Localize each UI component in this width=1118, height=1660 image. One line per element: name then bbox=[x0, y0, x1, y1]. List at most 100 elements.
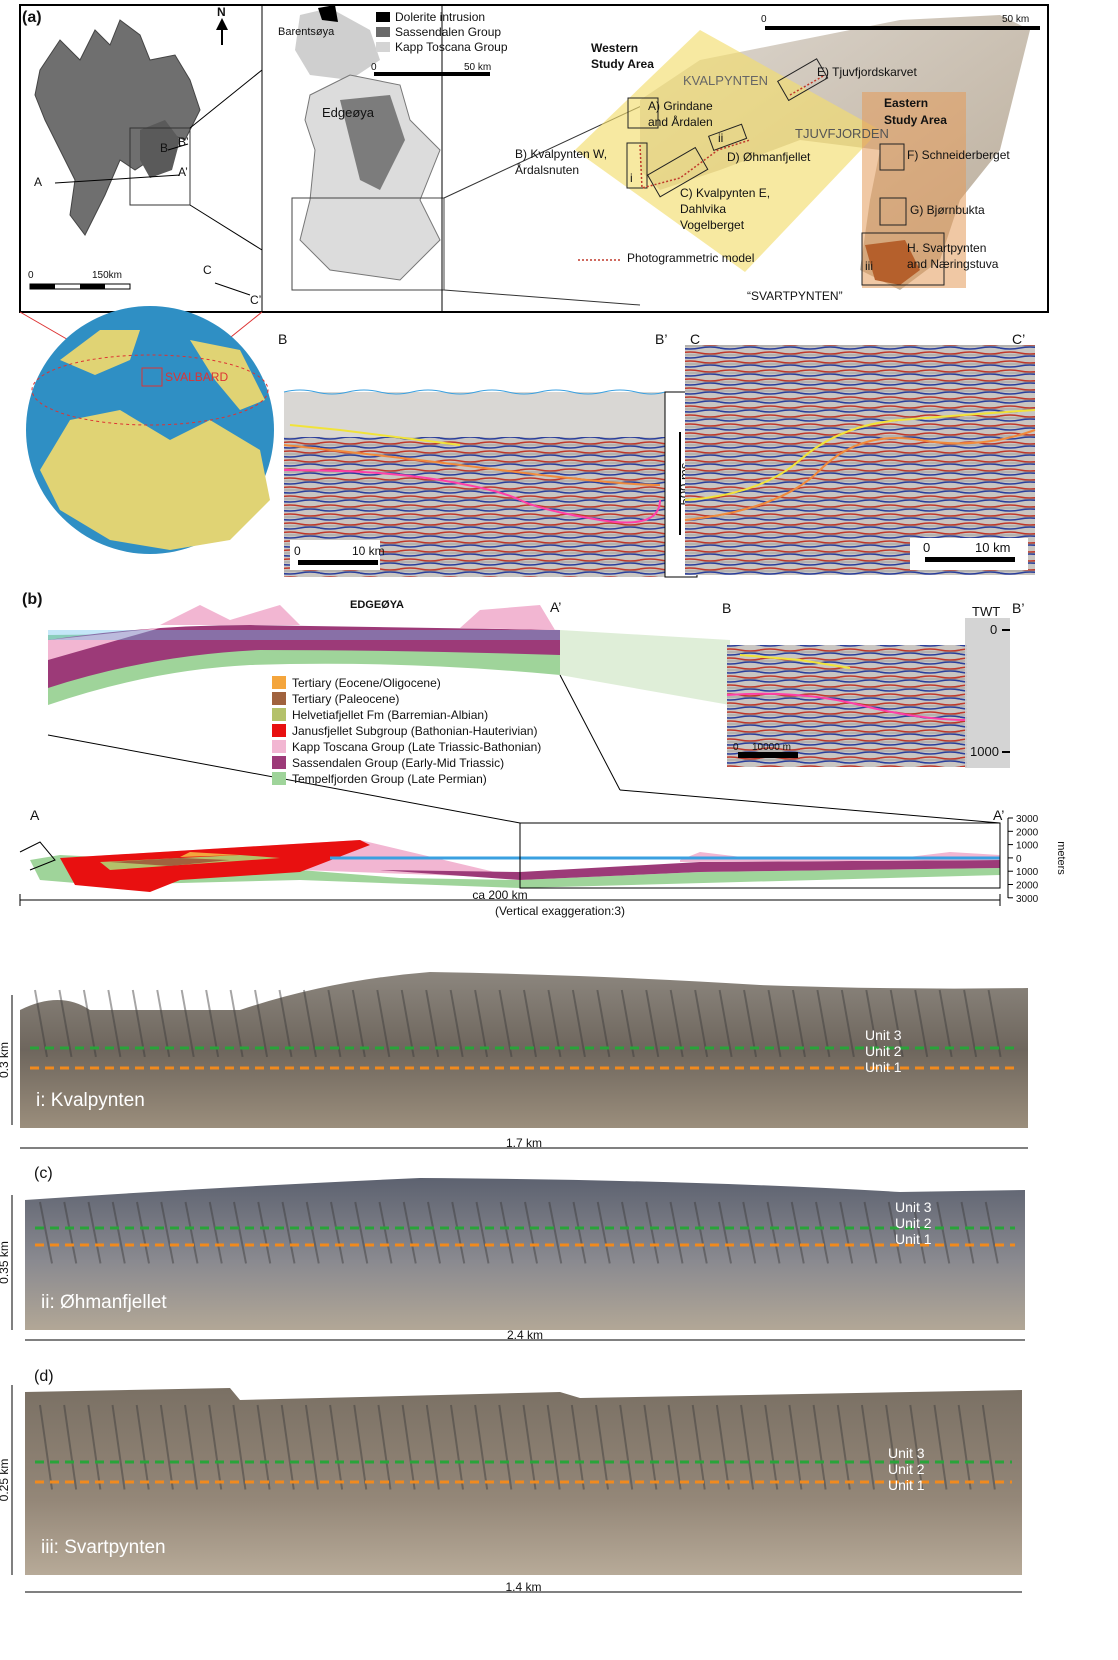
panel-label: (d) bbox=[34, 1368, 54, 1385]
barentsoya-map bbox=[295, 8, 380, 80]
label: Dolerite intrusion bbox=[395, 10, 485, 24]
tick-label: 1000 bbox=[1016, 841, 1039, 852]
label: Study Area bbox=[591, 57, 654, 71]
legend-swatch bbox=[272, 740, 286, 753]
label: A bbox=[30, 807, 40, 823]
width-label: 1.7 km bbox=[506, 1136, 542, 1150]
zoom-line bbox=[190, 70, 262, 128]
label: N bbox=[217, 5, 226, 19]
label: A bbox=[34, 175, 42, 189]
label: TJUVFJORDEN bbox=[795, 126, 889, 141]
zoom-line bbox=[620, 790, 1000, 823]
scale-bar bbox=[80, 284, 105, 289]
label: Edgeøya bbox=[322, 105, 375, 120]
label: 150km bbox=[92, 270, 122, 281]
north-arrow-head bbox=[216, 18, 228, 30]
height-label: 0.3 km bbox=[0, 1042, 11, 1078]
label: A’ bbox=[550, 599, 561, 615]
label: C bbox=[690, 331, 700, 347]
outcrop-name: ii: Øhmanfjellet bbox=[41, 1292, 167, 1313]
unit-label: Unit 2 bbox=[888, 1461, 925, 1477]
label: Sassendalen Group bbox=[395, 25, 501, 39]
outcrops: Unit 3Unit 2Unit 1i: Kvalpynten0.3 km1.7… bbox=[0, 972, 1028, 1594]
label: 1000 bbox=[970, 744, 999, 759]
label: 0 bbox=[990, 622, 997, 637]
label: A) Grindane bbox=[648, 99, 713, 113]
label: SVALBARD bbox=[165, 370, 228, 384]
label: C bbox=[203, 263, 212, 277]
legend-swatch bbox=[376, 27, 390, 37]
label: 0 bbox=[371, 62, 377, 73]
label: C’ bbox=[1012, 331, 1025, 347]
legend-label: Tertiary (Eocene/Oligocene) bbox=[292, 676, 441, 690]
label: G) Bjørnbukta bbox=[910, 203, 985, 217]
scale-bar bbox=[765, 26, 1040, 30]
unit-label: Unit 1 bbox=[888, 1477, 925, 1493]
scale-bar bbox=[925, 557, 1015, 562]
tick-label: 2000 bbox=[1016, 881, 1039, 892]
tick-label: 3000 bbox=[1016, 894, 1039, 905]
unit-label: Unit 3 bbox=[895, 1199, 932, 1215]
section-line bbox=[215, 283, 250, 295]
legend-label: Sassendalen Group (Early-Mid Triassic) bbox=[292, 756, 504, 770]
label: (b) bbox=[22, 591, 42, 608]
label: Photogrammetric model bbox=[627, 251, 754, 265]
tick-label: 2000 bbox=[1016, 827, 1039, 838]
scale-bar bbox=[30, 284, 55, 289]
legend-label: Helvetiafjellet Fm (Barremian-Albian) bbox=[292, 708, 488, 722]
figure: (a) N A A’ B B’ C C’ 0 150km Dolerite intrus… bbox=[0, 0, 1118, 1660]
label: H. Svartpynten bbox=[907, 241, 986, 255]
label: B’ bbox=[655, 331, 667, 347]
label: 50 km bbox=[1002, 14, 1029, 25]
label: C) Kvalpynten E, bbox=[680, 186, 770, 200]
height-label: 0.25 km bbox=[0, 1459, 11, 1502]
label: A’ bbox=[993, 807, 1004, 823]
legend-swatch bbox=[272, 708, 286, 721]
label: Western bbox=[591, 41, 638, 55]
label: and Næringstuva bbox=[907, 257, 999, 271]
label: KVALPYNTEN bbox=[683, 73, 768, 88]
tick-label: 3000 bbox=[1016, 814, 1039, 825]
label: Kapp Toscana Group bbox=[395, 40, 508, 54]
label: 50 km bbox=[464, 62, 491, 73]
unit-label: Unit 2 bbox=[865, 1043, 902, 1059]
scale-bar bbox=[298, 560, 378, 565]
legend-swatch bbox=[272, 772, 286, 785]
label: F) Schneiderberget bbox=[907, 148, 1010, 162]
label: EDGEØYA bbox=[350, 599, 404, 611]
label: B bbox=[278, 331, 287, 347]
label: E) Tjuvfjordskarvet bbox=[817, 65, 917, 79]
sea bbox=[48, 630, 560, 640]
label: D) Øhmanfjellet bbox=[727, 150, 811, 164]
legend: Tertiary (Eocene/Oligocene) Tertiary (Pal… bbox=[272, 676, 541, 786]
legend-swatch bbox=[272, 756, 286, 769]
panel-label: (a) bbox=[22, 9, 42, 26]
legend-label: Tertiary (Paleocene) bbox=[292, 692, 399, 706]
legend-swatch bbox=[376, 12, 390, 22]
legend-label: Tempelfjorden Group (Late Permian) bbox=[292, 772, 487, 786]
label: 10 km bbox=[352, 544, 385, 558]
panel-label: (c) bbox=[34, 1165, 53, 1182]
label: B’ bbox=[1012, 600, 1024, 616]
label: 10000 m bbox=[752, 742, 791, 753]
legend-swatch bbox=[376, 42, 390, 52]
label: 0 bbox=[28, 270, 34, 281]
label: “SVARTPYNTEN” bbox=[747, 289, 843, 303]
zoom-line bbox=[190, 205, 262, 250]
zoom-line bbox=[444, 290, 640, 305]
label: TWT bbox=[972, 604, 1000, 619]
width-label: 2.4 km bbox=[507, 1328, 543, 1342]
label: B) Kvalpynten W, bbox=[515, 147, 607, 161]
label: Dahlvika bbox=[680, 202, 726, 216]
projected-section bbox=[560, 630, 730, 705]
outcrop-name: iii: Svartpynten bbox=[41, 1537, 166, 1558]
legend-label: Kapp Toscana Group (Late Triassic-Bathon… bbox=[292, 740, 541, 754]
tick-label: 1000 bbox=[1016, 867, 1039, 878]
label: Årdalsnuten bbox=[515, 162, 579, 177]
label: and Årdalen bbox=[648, 114, 713, 129]
label: ca 200 km bbox=[472, 888, 527, 902]
label: Eastern bbox=[884, 96, 928, 110]
label: iii bbox=[865, 259, 873, 273]
legend-swatch bbox=[272, 692, 286, 705]
